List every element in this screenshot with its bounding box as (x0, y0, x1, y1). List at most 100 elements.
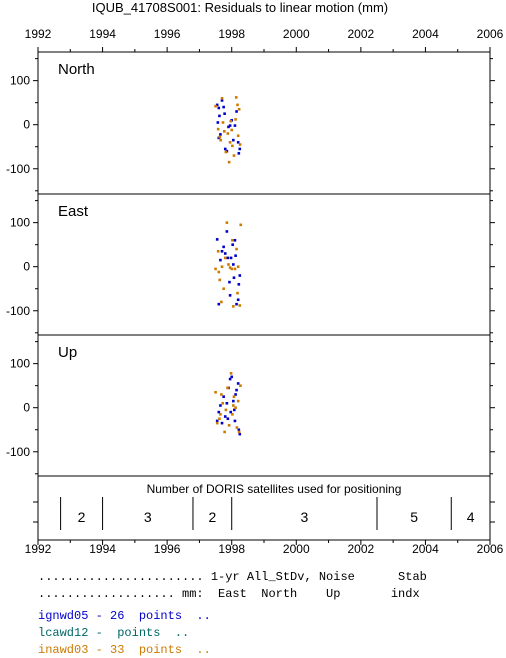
data-point-inawd03 (216, 127, 220, 131)
panel-label-up: Up (58, 344, 77, 361)
y-tick-label: 100 (10, 74, 30, 88)
data-point-inawd03 (236, 399, 240, 403)
data-point-inawd03 (230, 128, 234, 132)
data-point-inawd03 (231, 413, 234, 416)
data-point-ignwd05 (226, 256, 230, 260)
data-point-ignwd05 (237, 283, 241, 286)
data-point-inawd03 (230, 267, 234, 271)
data-point-ignwd05 (222, 395, 225, 398)
data-point-ignwd05 (235, 388, 238, 392)
y-tick-label: 0 (23, 401, 30, 415)
data-point-ignwd05 (232, 408, 236, 412)
data-point-ignwd05 (215, 238, 219, 241)
data-point-ignwd05 (233, 124, 237, 127)
data-point-inawd03 (216, 249, 220, 253)
x-tick-label-bottom: 2004 (412, 542, 439, 556)
x-tick-label-top: 2002 (348, 27, 375, 41)
data-point-ignwd05 (223, 112, 226, 115)
data-point-inawd03 (237, 430, 241, 434)
footer-header-line-2: ................... mm: East North Up in… (38, 587, 420, 601)
panel-label-north: North (58, 61, 95, 78)
data-point-ignwd05 (220, 421, 224, 425)
legend-ignwd05: ignwd05 - 26 points .. (38, 609, 211, 623)
data-point-ignwd05 (222, 245, 225, 249)
x-tick-label-top: 1992 (25, 27, 52, 41)
data-point-ignwd05 (226, 417, 230, 421)
data-point-ignwd05 (233, 419, 237, 423)
data-point-ignwd05 (230, 375, 234, 379)
data-point-inawd03 (235, 426, 239, 429)
data-point-inawd03 (236, 103, 239, 107)
x-tick-label-top: 2000 (283, 27, 310, 41)
data-point-inawd03 (218, 278, 222, 282)
data-point-inawd03 (220, 393, 223, 396)
y-tick-label: -100 (6, 445, 30, 459)
chart-title: IQUB_41708S001: Residuals to linear moti… (92, 0, 388, 15)
data-point-inawd03 (226, 132, 230, 135)
x-tick-label-bottom: 1994 (89, 542, 116, 556)
data-point-ignwd05 (219, 404, 222, 407)
data-point-inawd03 (224, 408, 228, 412)
x-tick-label-top: 1998 (218, 27, 245, 41)
data-point-ignwd05 (220, 99, 224, 102)
data-point-inawd03 (232, 395, 236, 398)
data-point-inawd03 (214, 390, 217, 394)
y-tick-label: -100 (6, 162, 30, 176)
data-point-inawd03 (214, 267, 217, 271)
y-tick-label: 100 (10, 357, 30, 371)
data-point-inawd03 (236, 134, 240, 138)
data-point-ignwd05 (237, 428, 241, 432)
data-point-ignwd05 (232, 263, 235, 266)
x-tick-label-top: 2006 (477, 27, 504, 41)
data-point-inawd03 (239, 384, 242, 387)
satellite-count: 3 (300, 509, 308, 525)
x-tick-label-top: 1996 (154, 27, 181, 41)
data-point-inawd03 (225, 221, 229, 224)
data-point-ignwd05 (228, 280, 231, 284)
x-tick-label-bottom: 2000 (283, 542, 310, 556)
data-point-inawd03 (232, 154, 236, 157)
data-point-ignwd05 (235, 110, 238, 113)
data-point-inawd03 (223, 256, 227, 260)
data-point-inawd03 (229, 372, 233, 375)
data-point-inawd03 (227, 160, 231, 164)
data-point-ignwd05 (232, 276, 236, 280)
plot-frame (37, 51, 491, 541)
satellite-panel-title: Number of DORIS satellites used for posi… (147, 482, 402, 496)
data-point-inawd03 (231, 238, 234, 242)
data-point-inawd03 (231, 144, 234, 148)
data-point-ignwd05 (228, 377, 232, 381)
data-point-inawd03 (215, 421, 219, 425)
x-tick-label-bottom: 1996 (154, 542, 181, 556)
data-point-ignwd05 (215, 419, 219, 423)
data-point-inawd03 (235, 247, 238, 251)
data-point-inawd03 (222, 130, 226, 133)
data-point-inawd03 (226, 386, 229, 390)
data-point-inawd03 (224, 150, 228, 154)
satellite-count: 2 (78, 509, 86, 525)
data-point-inawd03 (223, 430, 226, 434)
data-point-ignwd05 (219, 133, 222, 136)
data-point-inawd03 (217, 270, 221, 274)
data-point-ignwd05 (223, 147, 227, 151)
x-tick-label-bottom: 2002 (348, 542, 375, 556)
data-point-inawd03 (220, 96, 224, 100)
x-tick-label-top: 2004 (412, 27, 439, 41)
data-point-inawd03 (238, 143, 242, 146)
data-point-ignwd05 (229, 256, 233, 260)
x-tick-label-bottom: 2006 (477, 542, 504, 556)
data-point-ignwd05 (238, 432, 242, 436)
data-point-inawd03 (237, 107, 241, 111)
data-point-inawd03 (220, 300, 223, 304)
data-point-ignwd05 (215, 103, 219, 107)
data-point-inawd03 (227, 424, 231, 427)
data-point-inawd03 (219, 413, 222, 416)
data-point-ignwd05 (225, 230, 229, 233)
data-point-inawd03 (239, 223, 243, 227)
data-point-ignwd05 (217, 410, 221, 414)
data-point-inawd03 (234, 96, 238, 99)
data-point-inawd03 (221, 401, 224, 405)
legend-inawd03: inawd03 - 33 points .. (38, 643, 211, 657)
data-point-ignwd05 (222, 105, 225, 109)
y-tick-label: 0 (23, 260, 30, 274)
